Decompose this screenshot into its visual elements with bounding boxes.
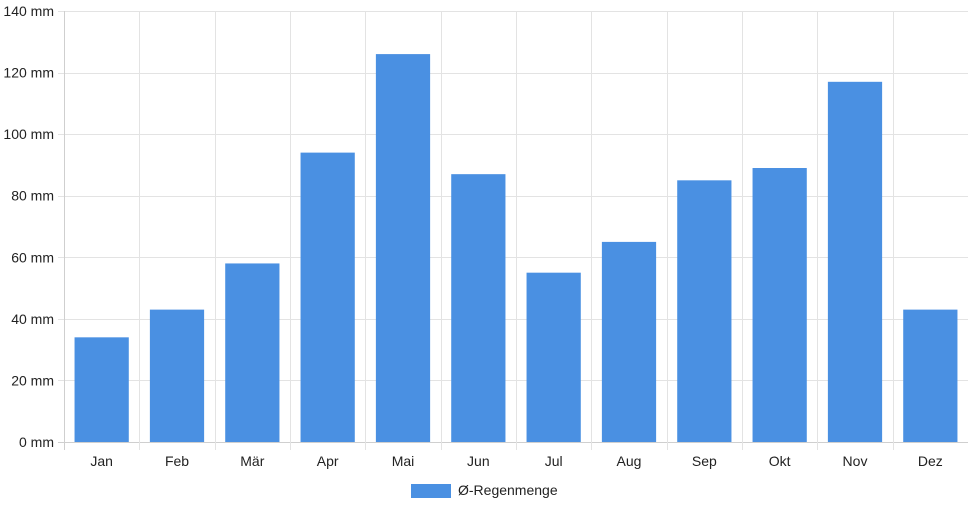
y-tick-label: 20 mm: [11, 372, 54, 388]
bar: [827, 81, 883, 443]
y-tick-label: 60 mm: [11, 249, 54, 265]
bar: [375, 54, 431, 442]
y-tick-label: 40 mm: [11, 311, 54, 327]
y-tick-label: 0 mm: [19, 434, 54, 450]
legend-swatch[interactable]: [411, 484, 451, 498]
axes: 0 mm 20 mm 40 mm 60 mm 80 mm 100 mm 120 mm 140 …: [3, 3, 942, 469]
x-tick-label: Jul: [545, 453, 563, 469]
y-tick-label: 120 mm: [3, 65, 54, 81]
y-tick-label: 80 mm: [11, 188, 54, 204]
bar-series: [74, 54, 958, 443]
x-tick-label: Aug: [617, 453, 642, 469]
grid-lines: [58, 11, 968, 450]
legend[interactable]: Ø-Regenmenge: [411, 482, 558, 498]
y-tick-label: 140 mm: [3, 3, 54, 19]
bar: [149, 309, 205, 442]
x-tick-label: Mär: [240, 453, 264, 469]
x-tick-label: Jun: [467, 453, 490, 469]
x-tick-label: Dez: [918, 453, 943, 469]
x-tick-label: Jan: [90, 453, 113, 469]
bar: [300, 152, 355, 442]
bar: [451, 174, 506, 442]
bar: [752, 168, 807, 442]
x-tick-label: Sep: [692, 453, 717, 469]
bar: [74, 337, 129, 442]
y-tick-label: 100 mm: [3, 126, 54, 142]
bar: [526, 272, 581, 442]
legend-label[interactable]: Ø-Regenmenge: [458, 482, 558, 498]
bar: [903, 309, 958, 442]
bar: [677, 180, 732, 443]
x-tick-label: Apr: [317, 453, 339, 469]
x-tick-label: Mai: [392, 453, 415, 469]
bar: [601, 241, 657, 442]
x-tick-label: Feb: [165, 453, 189, 469]
x-tick-label: Okt: [769, 453, 791, 469]
x-tick-label: Nov: [843, 453, 868, 469]
bar: [225, 263, 280, 442]
